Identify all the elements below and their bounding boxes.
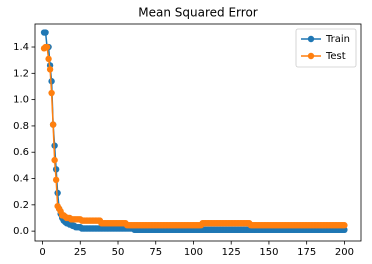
series-marker	[45, 55, 52, 63]
x-tick-label: 75	[149, 247, 162, 258]
legend-marker	[307, 52, 315, 60]
x-tick-label: 125	[222, 247, 241, 258]
y-tick-label: 0.4	[13, 174, 29, 185]
y-tick-label: 0.8	[13, 121, 29, 132]
y-tick-label: 0.2	[13, 200, 29, 211]
series-marker	[341, 222, 348, 229]
chart-title: Mean Squared Error	[138, 6, 258, 20]
y-tick-label: 0.6	[13, 147, 29, 158]
y-tick-label: 0.0	[13, 226, 29, 237]
series-marker	[49, 121, 57, 128]
legend-label: Train	[325, 34, 350, 45]
series-marker	[51, 156, 58, 164]
series-marker	[54, 189, 61, 197]
x-tick-label: 200	[335, 247, 354, 258]
y-tick-label: 1.4	[13, 42, 29, 53]
series-marker	[43, 43, 51, 51]
x-tick-label: 50	[112, 247, 125, 258]
x-tick-label: 100	[184, 247, 203, 258]
series-marker	[52, 176, 60, 184]
series-marker	[46, 66, 54, 73]
x-tick-label: 150	[259, 247, 278, 258]
series-marker	[42, 29, 49, 36]
legend-label: Test	[325, 51, 346, 62]
y-tick-label: 1.2	[13, 68, 29, 79]
axes-frame	[34, 23, 362, 242]
x-tick-label: 0	[39, 247, 45, 258]
x-tick-label: 25	[74, 247, 87, 258]
x-tick-label: 175	[297, 247, 316, 258]
legend-marker	[307, 35, 315, 43]
y-tick-label: 1.0	[13, 95, 29, 106]
series-marker	[48, 89, 55, 97]
